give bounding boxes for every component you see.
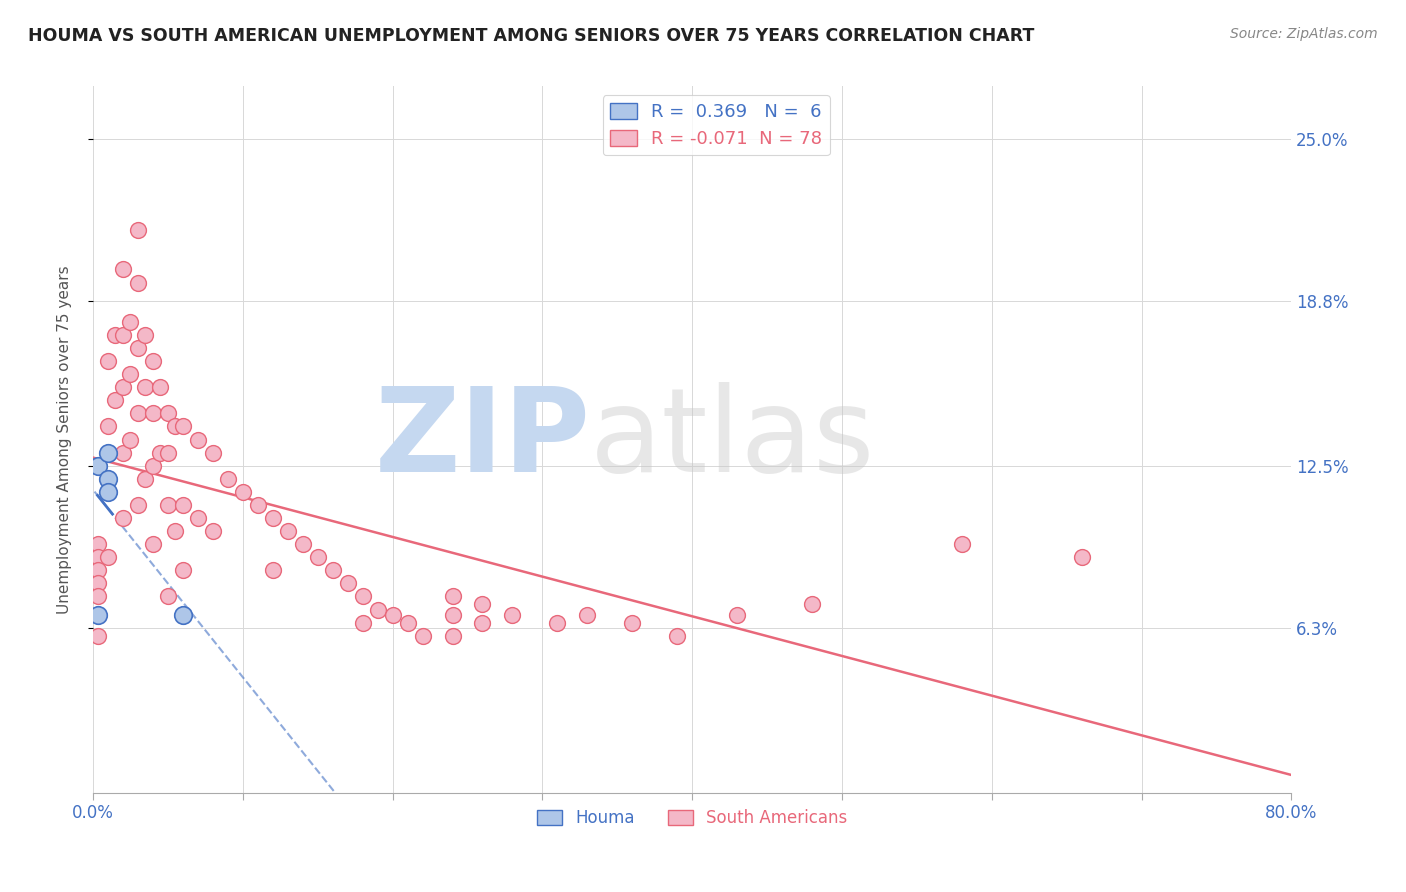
Point [134,327,156,342]
Point [172,607,194,622]
Point [441,607,464,622]
Point [86,458,108,473]
Point [156,406,179,420]
Point [134,380,156,394]
Point [367,602,389,616]
Point [86,629,108,643]
Point [441,629,464,643]
Text: Source: ZipAtlas.com: Source: ZipAtlas.com [1230,27,1378,41]
Point [127,341,149,355]
Point [441,590,464,604]
Point [322,563,344,577]
Point [396,615,419,630]
Point [156,445,179,459]
Point [156,590,179,604]
Point [725,607,748,622]
Point [156,498,179,512]
Point [86,607,108,622]
Text: atlas: atlas [591,382,876,497]
Point [172,419,194,434]
Point [201,445,224,459]
Point [142,406,165,420]
Point [111,327,134,342]
Point [501,607,523,622]
Point [86,590,108,604]
Point [576,607,599,622]
Point [127,223,149,237]
Point [262,563,284,577]
Point [127,406,149,420]
Point [86,550,108,565]
Point [187,433,209,447]
Text: HOUMA VS SOUTH AMERICAN UNEMPLOYMENT AMONG SENIORS OVER 75 YEARS CORRELATION CHA: HOUMA VS SOUTH AMERICAN UNEMPLOYMENT AMO… [28,27,1035,45]
Point [111,511,134,525]
Point [187,511,209,525]
Point [86,563,108,577]
Point [471,597,494,611]
Point [277,524,299,538]
Point [134,472,156,486]
Y-axis label: Unemployment Among Seniors over 75 years: Unemployment Among Seniors over 75 years [58,265,72,614]
Point [142,354,165,368]
Point [86,537,108,551]
Point [172,563,194,577]
Point [165,524,187,538]
Point [97,472,120,486]
Text: ZIP: ZIP [374,382,591,497]
Point [86,576,108,591]
Point [950,537,973,551]
Point [352,615,374,630]
Point [172,498,194,512]
Point [104,327,127,342]
Legend: Houma, South Americans: Houma, South Americans [530,803,855,834]
Point [149,380,172,394]
Point [97,419,120,434]
Point [291,537,314,551]
Point [127,498,149,512]
Point [104,393,127,408]
Point [232,484,254,499]
Point [201,524,224,538]
Point [217,472,239,486]
Point [262,511,284,525]
Point [352,590,374,604]
Point [412,629,434,643]
Point [97,484,120,499]
Point [97,550,120,565]
Point [801,597,824,611]
Point [1070,550,1092,565]
Point [111,262,134,277]
Point [97,484,120,499]
Point [381,607,404,622]
Point [86,607,108,622]
Point [120,433,142,447]
Point [111,380,134,394]
Point [666,629,689,643]
Point [546,615,568,630]
Point [97,445,120,459]
Point [307,550,329,565]
Point [336,576,359,591]
Point [149,445,172,459]
Point [120,367,142,381]
Point [621,615,644,630]
Point [142,458,165,473]
Point [120,315,142,329]
Point [97,354,120,368]
Point [127,276,149,290]
Point [246,498,269,512]
Point [471,615,494,630]
Point [165,419,187,434]
Point [111,445,134,459]
Point [142,537,165,551]
